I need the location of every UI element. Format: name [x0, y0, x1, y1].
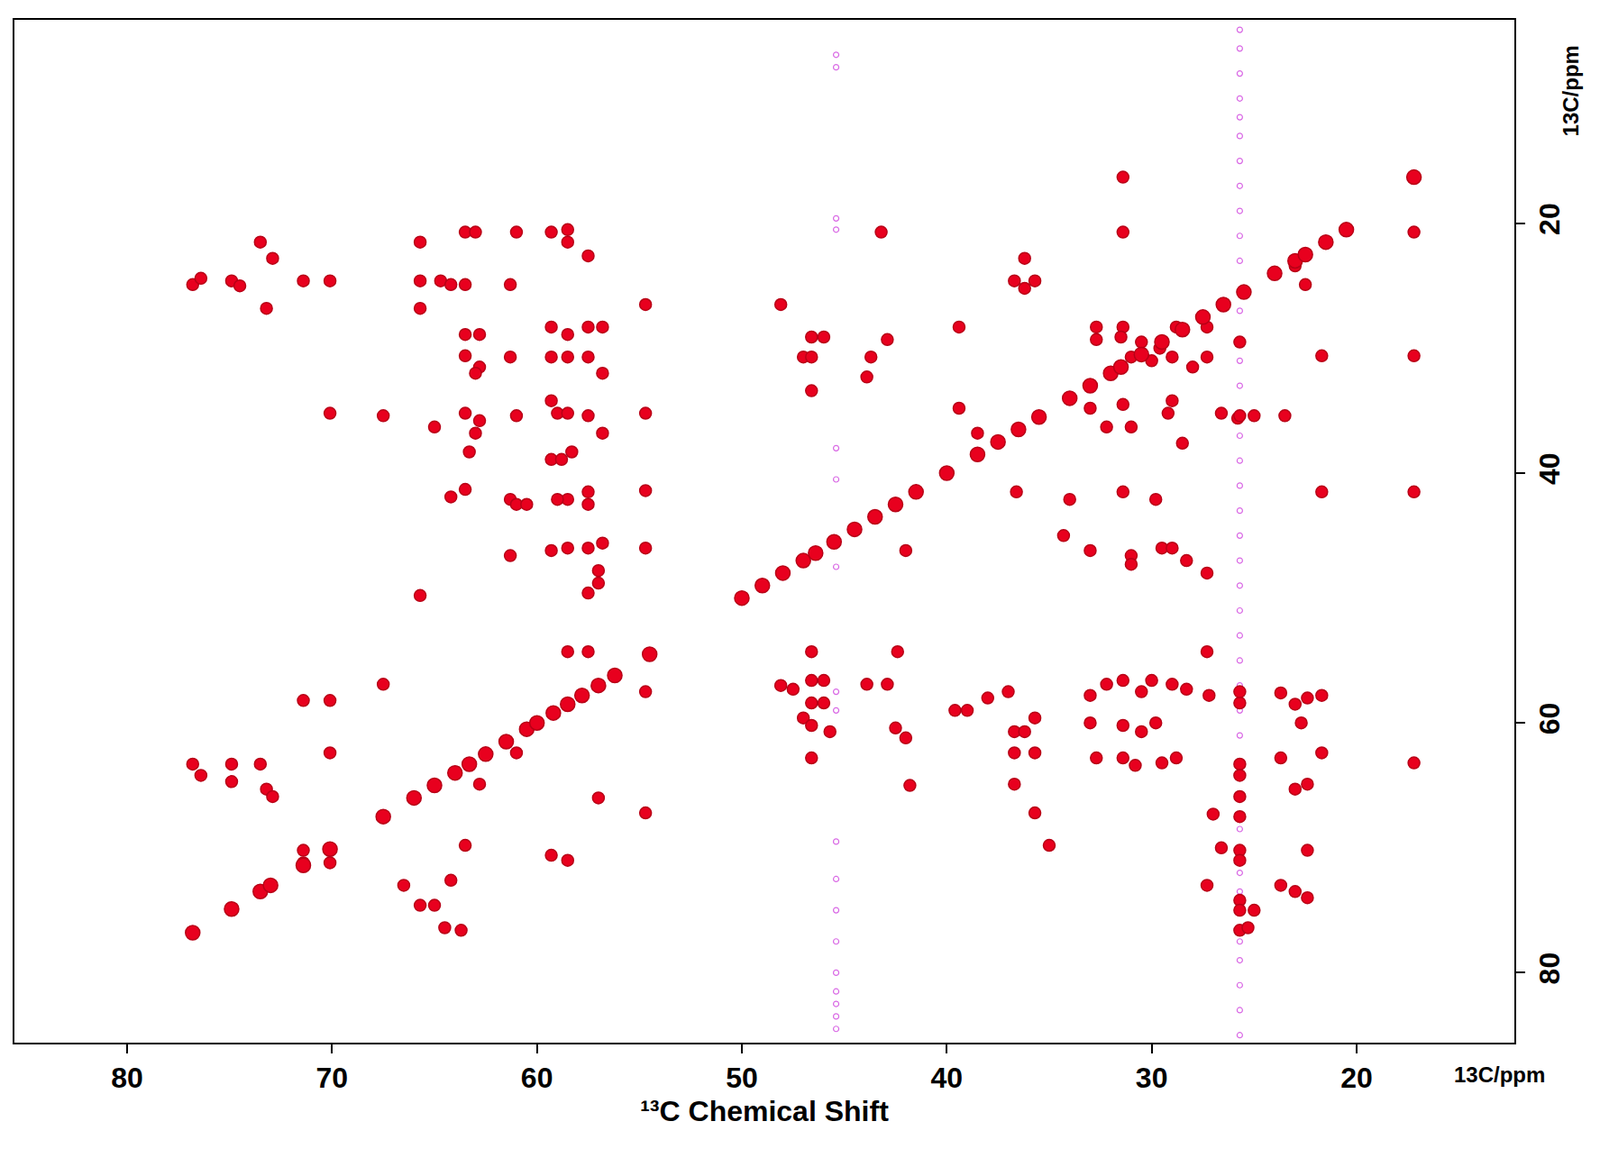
svg-text:20: 20: [1340, 1061, 1373, 1095]
svg-text:13C/ppm: 13C/ppm: [1453, 1062, 1546, 1088]
svg-text:¹³C Chemical Shift: ¹³C Chemical Shift: [640, 1095, 889, 1128]
svg-text:40: 40: [931, 1061, 964, 1095]
svg-text:80: 80: [1533, 952, 1566, 986]
svg-text:70: 70: [316, 1061, 349, 1095]
svg-text:40: 40: [1533, 452, 1566, 485]
svg-text:30: 30: [1135, 1061, 1169, 1095]
svg-text:13C/ppm: 13C/ppm: [1558, 45, 1583, 137]
svg-text:20: 20: [1533, 202, 1566, 236]
svg-text:80: 80: [110, 1061, 144, 1095]
svg-text:50: 50: [725, 1061, 759, 1095]
svg-text:60: 60: [521, 1061, 554, 1095]
svg-text:60: 60: [1533, 703, 1566, 736]
